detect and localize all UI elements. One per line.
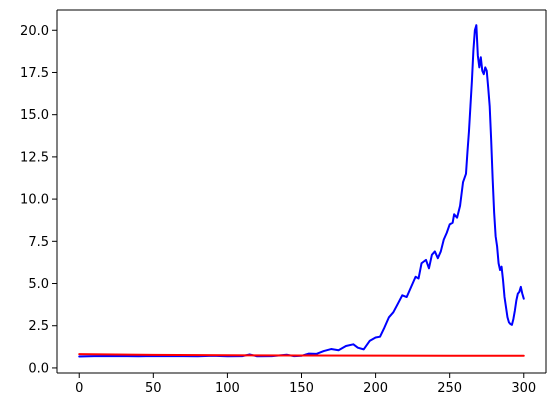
y-tick-label: 5.0 — [28, 277, 49, 292]
x-tick-label: 300 — [511, 381, 536, 396]
x-tick-label: 200 — [363, 381, 388, 396]
x-tick-label: 0 — [75, 381, 83, 396]
series-line-1 — [78, 353, 525, 357]
axes-layer: 0 50 100 150 200 250 300 0.0 2.5 5.0 7.5 10.0 12.5 15… — [20, 9, 547, 396]
y-tick-label: 12.5 — [20, 150, 49, 165]
y-tick-label: 7.5 — [28, 235, 49, 250]
series-layer — [78, 24, 525, 358]
y-tick-label: 0.0 — [28, 361, 49, 376]
y-tick-label: 15.0 — [20, 108, 49, 123]
y-tick-label: 20.0 — [20, 24, 49, 39]
y-tick-label: 10.0 — [20, 193, 49, 208]
x-tick-label: 100 — [215, 381, 240, 396]
x-tick-label: 250 — [437, 381, 462, 396]
y-tick-label: 17.5 — [20, 66, 49, 81]
plot-area — [57, 10, 546, 373]
x-tick-label: 150 — [289, 381, 314, 396]
y-tick-label: 2.5 — [28, 319, 49, 334]
x-tick-label: 50 — [145, 381, 162, 396]
